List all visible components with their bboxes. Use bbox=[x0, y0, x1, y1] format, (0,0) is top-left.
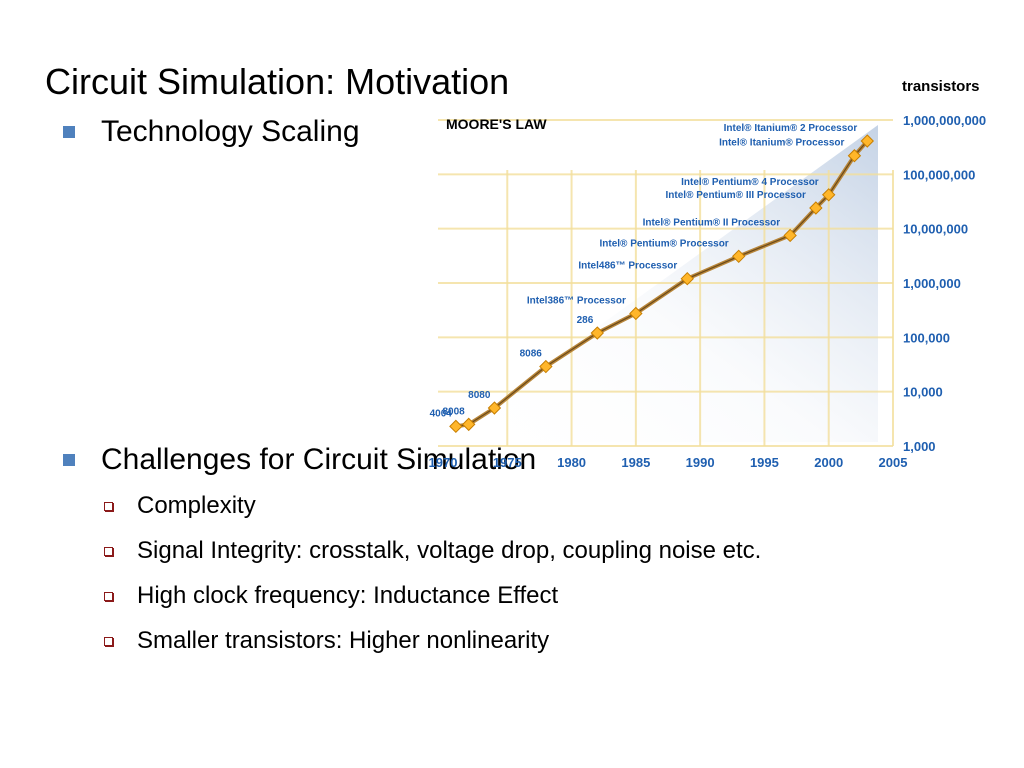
point-label: 8080 bbox=[468, 390, 491, 401]
y-tick-label: 100,000 bbox=[903, 330, 950, 345]
data-point bbox=[809, 201, 823, 215]
sub-item-text: Smaller transistors: Higher nonlinearity bbox=[137, 627, 550, 654]
data-point bbox=[822, 188, 836, 202]
x-tick-label: 2005 bbox=[879, 455, 908, 470]
point-label: 8008 bbox=[442, 406, 465, 417]
series bbox=[449, 134, 874, 434]
sub-item-text: Complexity bbox=[137, 492, 256, 519]
point-label: Intel486™ Processor bbox=[578, 261, 677, 272]
data-point bbox=[590, 326, 604, 340]
point-label: Intel® Itanium® Processor bbox=[719, 138, 844, 149]
y-tick-label: 1,000,000,000 bbox=[903, 113, 986, 128]
y-tick-label: 100,000,000 bbox=[903, 167, 975, 182]
bullet-text: Technology Scaling bbox=[101, 115, 360, 148]
square-bullet-icon bbox=[63, 454, 75, 466]
x-tick-label: 1990 bbox=[686, 455, 715, 470]
x-tick-label: 1970 bbox=[429, 455, 458, 470]
x-tick-labels: 1970 1975 1980 1985 1990 1995 2000 2005 bbox=[429, 455, 908, 470]
sub-item-text: Signal Integrity: crosstalk, voltage dro… bbox=[137, 537, 762, 564]
data-point bbox=[487, 401, 502, 415]
slide-title: Circuit Simulation: Motivation bbox=[45, 61, 510, 102]
point-label: Intel® Pentium® 4 Processor bbox=[681, 177, 819, 188]
hollow-square-bullet-icon bbox=[104, 547, 113, 556]
point-label: Intel386™ Processor bbox=[527, 295, 626, 306]
point-label: 8086 bbox=[520, 349, 543, 360]
y-tick-label: 10,000 bbox=[903, 385, 943, 400]
hollow-square-bullet-icon bbox=[104, 637, 113, 646]
y-tick-label: 10,000,000 bbox=[903, 222, 968, 237]
x-tick-label: 1980 bbox=[557, 455, 586, 470]
bullet-text: Challenges for Circuit Simulation bbox=[101, 443, 537, 476]
point-label: Intel® Itanium® 2 Processor bbox=[724, 123, 858, 134]
hollow-square-bullet-icon bbox=[104, 592, 113, 601]
y-tick-label: 1,000 bbox=[903, 439, 936, 454]
y-tick-labels: 1,000,000,000 100,000,000 10,000,000 1,000,… bbox=[903, 113, 986, 454]
data-point bbox=[449, 419, 463, 434]
y-axis-label: transistors bbox=[902, 78, 980, 95]
x-tick-label: 1985 bbox=[621, 455, 650, 470]
hollow-square-bullet-icon bbox=[104, 502, 113, 511]
data-point bbox=[847, 149, 862, 163]
point-label: Intel® Pentium® Processor bbox=[599, 238, 728, 249]
point-label: Intel® Pentium® II Processor bbox=[643, 217, 781, 228]
y-tick-label: 1,000,000 bbox=[903, 276, 961, 291]
data-point bbox=[539, 359, 553, 374]
data-point bbox=[462, 417, 476, 432]
data-point bbox=[680, 271, 694, 286]
data-point bbox=[860, 134, 874, 148]
sub-item-text: High clock frequency: Inductance Effect bbox=[137, 582, 559, 609]
square-bullet-icon bbox=[63, 126, 75, 138]
data-point bbox=[783, 228, 797, 243]
point-label: Intel® Pentium® III Processor bbox=[666, 190, 806, 201]
x-tick-label: 1995 bbox=[750, 455, 779, 470]
data-point bbox=[629, 306, 643, 321]
x-tick-label: 1975 bbox=[493, 455, 522, 470]
x-tick-label: 2000 bbox=[814, 455, 843, 470]
data-point bbox=[732, 249, 746, 264]
point-label: 286 bbox=[577, 315, 594, 326]
point-label: 4004 bbox=[430, 408, 453, 419]
chart-title: MOORE'S LAW bbox=[446, 116, 547, 132]
